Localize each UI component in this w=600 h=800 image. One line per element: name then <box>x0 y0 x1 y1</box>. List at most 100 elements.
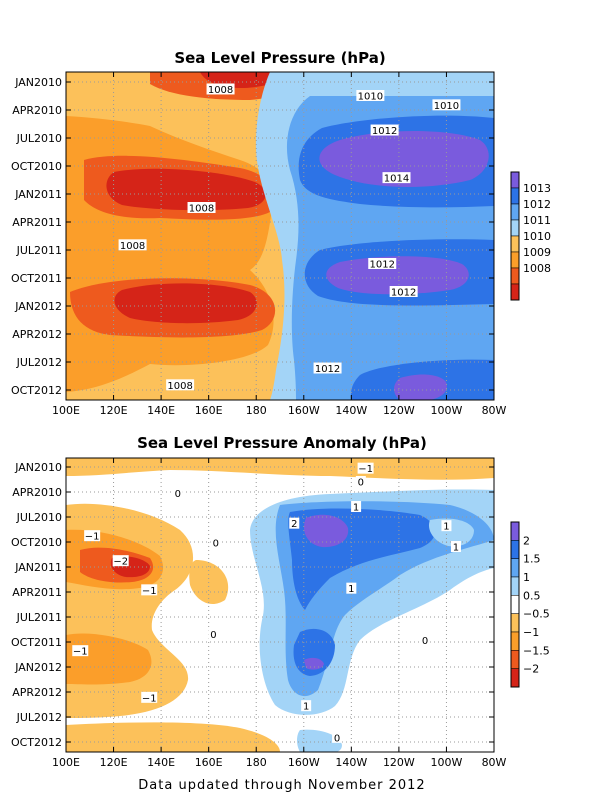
contour-label: 1 <box>346 582 357 595</box>
slp-frame <box>65 71 495 401</box>
colorbar-label: 0.5 <box>523 589 541 602</box>
colorbar-label: 1009 <box>523 246 551 259</box>
slp-gridlines <box>66 72 494 400</box>
contour-label: 1008 <box>118 239 147 252</box>
x-tick-label: 160E <box>195 404 223 417</box>
contour-label: 1 <box>301 700 312 713</box>
contour-label: −1 <box>357 462 374 475</box>
slp-contour-labels: 1008 1010 1010 1012 1014 1008 1008 1012 1012 1012… <box>118 83 461 392</box>
colorbar-swatch <box>510 267 520 285</box>
contour-label: 1010 <box>356 90 385 103</box>
svg-text:1: 1 <box>353 503 359 514</box>
y-tick-label: APR2010 <box>12 104 62 117</box>
y-tick-label: OCT2011 <box>11 636 62 649</box>
svg-text:−1: −1 <box>85 532 100 543</box>
svg-text:2: 2 <box>291 519 297 530</box>
colorbar-swatch <box>510 219 520 237</box>
anomaly-contour-labels: −1 0 0 1 2 1 −1 0 1 −2 −1 1 0 0 −1 −1 1 0 <box>72 462 461 744</box>
y-tick-label: OCT2012 <box>11 736 62 749</box>
contour-label: 1 <box>450 541 461 554</box>
x-tick-label: 160W <box>288 404 320 417</box>
svg-text:0: 0 <box>334 733 340 744</box>
contour-label: 1 <box>351 501 362 514</box>
contour-label: 0 <box>355 476 366 489</box>
svg-text:1010: 1010 <box>434 101 459 112</box>
contour-label: −1 <box>84 530 101 543</box>
contour-label: 1008 <box>187 202 216 215</box>
colorbar-swatch <box>510 613 520 633</box>
slp-colorbar: 1013 1012 1011 1010 1009 1008 <box>510 171 551 301</box>
contour-label: 0 <box>210 536 221 549</box>
colorbar-swatch <box>510 595 520 614</box>
contour-label: 1008 <box>206 83 235 96</box>
colorbar-label: −0.5 <box>523 608 550 621</box>
y-tick-label: JAN2011 <box>14 188 62 201</box>
contour-label: 1014 <box>382 172 411 185</box>
anomaly-band-pos05-east-3 <box>428 518 474 547</box>
contour-label: 1012 <box>368 258 397 271</box>
y-tick-label: APR2012 <box>12 328 62 341</box>
colorbar-swatch <box>510 251 520 269</box>
colorbar-label: 1008 <box>523 262 551 275</box>
colorbar-swatch <box>510 631 520 651</box>
y-tick-label: JAN2011 <box>14 561 62 574</box>
x-tick-label: 140E <box>147 404 175 417</box>
y-tick-label: JUL2011 <box>16 244 62 257</box>
y-tick-label: JAN2010 <box>14 461 62 474</box>
anomaly-colorbar: 2 1.5 1 0.5 −0.5 −1 −1.5 −2 <box>510 521 550 688</box>
anomaly-field: −1 0 0 1 2 1 −1 0 1 −2 −1 1 0 0 −1 −1 1 0 <box>66 458 494 752</box>
y-tick-label: APR2010 <box>12 486 62 499</box>
svg-text:1014: 1014 <box>384 174 409 185</box>
colorbar-swatch <box>510 235 520 253</box>
colorbar-swatch <box>510 187 520 205</box>
colorbar-swatch <box>510 540 520 559</box>
colorbar-swatch <box>510 203 520 221</box>
colorbar-frame <box>510 171 520 301</box>
x-tick-label: 140W <box>335 404 367 417</box>
colorbar-swatch <box>510 650 520 669</box>
svg-text:1008: 1008 <box>120 241 145 252</box>
colorbar-label: 1012 <box>523 198 551 211</box>
svg-text:0: 0 <box>175 489 181 500</box>
y-tick-label: APR2011 <box>12 216 62 229</box>
colorbar-label: −1 <box>523 626 539 639</box>
svg-text:1: 1 <box>348 584 354 595</box>
x-tick-label: 160E <box>195 756 223 769</box>
x-tick-label: 120E <box>100 756 128 769</box>
y-tick-label: JUL2011 <box>16 611 62 624</box>
x-tick-label: 100E <box>52 404 80 417</box>
x-tick-label: 180 <box>246 404 267 417</box>
colorbar-label: 1013 <box>523 182 551 195</box>
svg-text:1012: 1012 <box>391 288 416 299</box>
svg-text:1010: 1010 <box>358 92 383 103</box>
colorbar-label: 1.5 <box>523 553 541 566</box>
data-updated-footer: Data updated through November 2012 <box>138 778 425 793</box>
y-tick-label: OCT2012 <box>11 384 62 397</box>
svg-text:1012: 1012 <box>315 364 340 375</box>
slp-field: 1008 1010 1010 1012 1014 1008 1008 1012 1012 1012… <box>66 72 494 400</box>
y-tick-label: JUL2010 <box>16 132 62 145</box>
y-tick-label: OCT2011 <box>11 272 62 285</box>
colorbar-label: 1 <box>523 571 530 584</box>
slp-band-1007-west-2 <box>114 283 257 324</box>
x-tick-label: 120W <box>383 756 415 769</box>
anomaly-band-pos15-east-2 <box>293 628 335 676</box>
contour-label: 1008 <box>166 379 195 392</box>
svg-text:1008: 1008 <box>189 204 214 215</box>
contour-label: −1 <box>72 645 89 658</box>
svg-text:1008: 1008 <box>208 85 233 96</box>
contour-label: −1 <box>141 584 158 597</box>
contour-label: 0 <box>208 628 219 641</box>
contour-label: 2 <box>289 517 300 530</box>
svg-text:1012: 1012 <box>370 260 395 271</box>
svg-text:1012: 1012 <box>372 126 397 137</box>
svg-text:0: 0 <box>422 636 428 647</box>
contour-label: 1012 <box>370 124 399 137</box>
y-tick-label: JUL2012 <box>16 711 62 724</box>
contour-label: 0 <box>172 487 183 500</box>
svg-text:−1: −1 <box>142 693 157 704</box>
svg-text:1008: 1008 <box>167 381 192 392</box>
anomaly-band-neg05-top <box>66 458 494 480</box>
